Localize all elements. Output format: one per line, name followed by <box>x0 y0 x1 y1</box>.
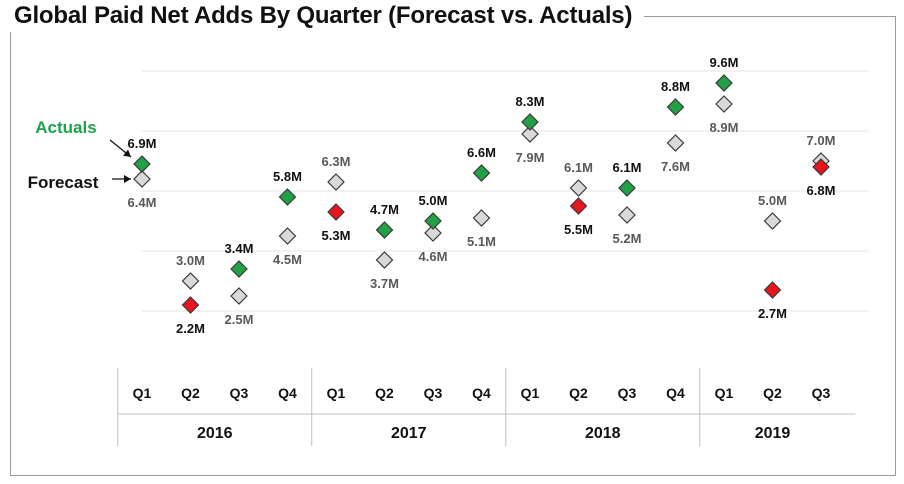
quarter-tick-label: Q4 <box>278 385 297 401</box>
forecast-data-label: 2.5M <box>225 312 254 327</box>
forecast-data-label: 7.0M <box>807 133 836 148</box>
actual-data-label: 6.9M <box>128 136 157 151</box>
quarter-tick-label: Q2 <box>763 385 782 401</box>
actual-marker <box>278 188 297 206</box>
chart-title: Global Paid Net Adds By Quarter (Forecas… <box>6 0 645 32</box>
actual-marker-missed <box>763 281 782 299</box>
actual-data-label: 9.6M <box>710 55 739 70</box>
quarter-tick-label: Q3 <box>812 385 831 401</box>
forecast-marker <box>521 125 539 143</box>
actual-marker <box>230 260 248 278</box>
actual-data-label: 6.6M <box>467 145 496 160</box>
actual-data-label: 4.7M <box>370 202 399 217</box>
quarter-tick-label: Q4 <box>472 385 491 401</box>
forecast-marker <box>666 134 685 152</box>
quarter-tick-label: Q3 <box>618 385 637 401</box>
actual-data-label: 5.8M <box>273 169 302 184</box>
actual-data-label: 5.3M <box>322 228 351 243</box>
legend-actuals-arrow-head <box>123 149 131 157</box>
actual-data-label: 8.3M <box>516 94 545 109</box>
forecast-data-label: 6.3M <box>322 154 351 169</box>
forecast-data-label: 5.1M <box>467 234 496 249</box>
quarter-tick-label: Q2 <box>375 385 394 401</box>
year-label: 2017 <box>391 425 427 442</box>
actual-data-label: 2.7M <box>758 306 787 321</box>
forecast-data-label: 3.7M <box>370 276 399 291</box>
forecast-data-label: 6.4M <box>128 195 157 210</box>
year-label: 2019 <box>755 425 791 442</box>
forecast-marker <box>375 251 394 269</box>
actual-marker <box>715 74 733 92</box>
year-label: 2018 <box>585 425 621 442</box>
forecast-marker <box>230 287 248 305</box>
actual-marker-missed <box>327 203 345 221</box>
quarter-tick-label: Q3 <box>424 385 443 401</box>
forecast-marker <box>618 206 636 224</box>
forecast-marker <box>424 224 442 242</box>
actual-marker <box>424 212 442 230</box>
forecast-data-label: 5.0M <box>758 193 787 208</box>
actual-marker-missed <box>812 158 830 176</box>
actual-marker <box>521 113 539 131</box>
year-label: 2016 <box>197 425 233 442</box>
actual-marker <box>375 221 394 239</box>
quarter-tick-label: Q1 <box>327 385 346 401</box>
forecast-marker <box>569 179 588 197</box>
actual-data-label: 2.2M <box>176 321 205 336</box>
actual-marker-missed <box>569 197 588 215</box>
forecast-marker <box>181 272 200 290</box>
forecast-marker <box>472 209 491 227</box>
forecast-marker <box>763 212 782 230</box>
quarter-tick-label: Q1 <box>521 385 540 401</box>
actual-data-label: 5.0M <box>419 193 448 208</box>
forecast-data-label: 3.0M <box>176 253 205 268</box>
quarter-tick-label: Q1 <box>133 385 152 401</box>
forecast-data-label: 5.2M <box>613 231 642 246</box>
legend-forecast-label: Forecast <box>28 173 99 192</box>
legend-actuals-label: Actuals <box>35 118 96 137</box>
actual-marker <box>472 164 491 182</box>
actual-data-label: 3.4M <box>225 241 254 256</box>
forecast-marker <box>327 173 345 191</box>
quarter-tick-label: Q3 <box>230 385 249 401</box>
actual-marker-missed <box>181 296 200 314</box>
quarter-tick-label: Q4 <box>666 385 685 401</box>
forecast-data-label: 4.6M <box>419 249 448 264</box>
quarter-tick-label: Q1 <box>715 385 734 401</box>
forecast-data-label: 6.1M <box>564 160 593 175</box>
legend-forecast-arrow-head <box>124 175 131 183</box>
quarter-tick-label: Q2 <box>569 385 588 401</box>
forecast-marker <box>278 227 297 245</box>
forecast-marker <box>715 95 733 113</box>
actual-marker <box>618 179 636 197</box>
actual-data-label: 6.1M <box>613 160 642 175</box>
actual-data-label: 6.8M <box>807 183 836 198</box>
actual-data-label: 5.5M <box>564 222 593 237</box>
forecast-marker <box>133 170 151 188</box>
forecast-data-label: 8.9M <box>710 120 739 135</box>
actual-marker <box>666 98 685 116</box>
actual-marker <box>133 155 151 173</box>
forecast-data-label: 7.6M <box>661 159 690 174</box>
quarter-tick-label: Q2 <box>181 385 200 401</box>
actual-data-label: 8.8M <box>661 79 690 94</box>
forecast-data-label: 4.5M <box>273 252 302 267</box>
forecast-data-label: 7.9M <box>516 150 545 165</box>
